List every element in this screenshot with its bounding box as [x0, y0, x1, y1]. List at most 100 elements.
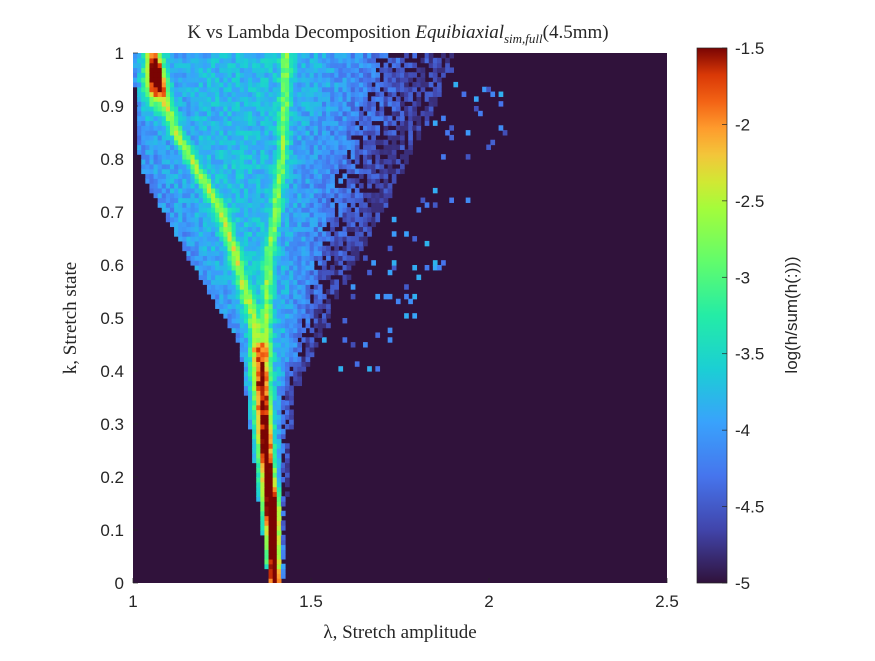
heatmap-cell	[391, 134, 397, 141]
heatmap-cell	[391, 139, 397, 146]
heatmap-cell	[227, 260, 233, 266]
heatmap-cell	[260, 187, 266, 194]
heatmap-cell	[145, 134, 151, 141]
heatmap-cell	[309, 110, 315, 117]
heatmap-cell	[174, 207, 179, 213]
heatmap-cell	[350, 144, 356, 150]
heatmap-cell	[260, 409, 266, 415]
heatmap-cell	[215, 91, 220, 97]
heatmap-cell	[297, 163, 303, 170]
heatmap-cell	[231, 226, 237, 232]
heatmap-cell	[268, 154, 274, 160]
heatmap-cell	[284, 491, 290, 497]
heatmap-cell	[202, 91, 208, 97]
heatmap-cell	[137, 106, 142, 112]
heatmap-cell	[252, 313, 257, 319]
heatmap-cell	[198, 269, 204, 276]
heatmap-cell	[305, 168, 311, 175]
heatmap-cell	[486, 86, 491, 93]
heatmap-cell	[379, 67, 385, 73]
heatmap-cell	[239, 168, 245, 175]
heatmap-cell	[346, 260, 352, 266]
heatmap-cell	[326, 298, 331, 305]
heatmap-cell	[219, 293, 224, 300]
heatmap-cell	[400, 144, 405, 150]
heatmap-cell	[206, 245, 212, 252]
heatmap-cell	[141, 120, 146, 126]
heatmap-cell	[227, 77, 233, 83]
heatmap-cell	[436, 67, 442, 73]
heatmap-cell	[363, 101, 368, 107]
heatmap-cell	[256, 226, 261, 232]
colorbar-tick-label: -4	[735, 421, 750, 440]
heatmap-cell	[276, 250, 282, 256]
heatmap-cell	[137, 134, 142, 141]
heatmap-cell	[272, 293, 278, 300]
heatmap-cell	[239, 289, 245, 295]
heatmap-cell	[379, 163, 385, 170]
heatmap-cell	[264, 139, 270, 146]
heatmap-cell	[321, 57, 327, 64]
heatmap-cell	[342, 279, 348, 285]
heatmap-cell	[342, 67, 348, 73]
heatmap-cell	[280, 351, 286, 358]
heatmap-cell	[334, 236, 339, 242]
heatmap-cell	[280, 149, 286, 155]
heatmap-cell	[301, 274, 307, 281]
heatmap-cell	[301, 110, 307, 117]
heatmap-cell	[256, 202, 261, 208]
heatmap-cell	[379, 202, 385, 208]
heatmap-cell	[309, 120, 315, 126]
heatmap-cell	[260, 496, 266, 502]
heatmap-cell	[215, 115, 220, 122]
heatmap-cell	[309, 106, 315, 112]
heatmap-cell	[190, 192, 196, 199]
heatmap-cell	[400, 120, 405, 126]
heatmap-cell	[400, 168, 405, 175]
heatmap-cell	[260, 298, 266, 305]
heatmap-cell	[178, 216, 183, 223]
heatmap-cell	[260, 120, 266, 126]
heatmap-cell	[334, 57, 339, 64]
heatmap-cell	[178, 96, 183, 102]
heatmap-cell	[256, 366, 261, 372]
heatmap-cell	[211, 183, 216, 189]
heatmap-cell	[346, 125, 352, 131]
heatmap-cell	[161, 207, 167, 213]
heatmap-cell	[227, 115, 233, 122]
heatmap-cell	[206, 202, 212, 208]
heatmap-cell	[309, 159, 315, 165]
heatmap-cell	[383, 197, 389, 203]
heatmap-cell	[313, 197, 319, 203]
title-tail: (4.5mm)	[543, 22, 609, 43]
heatmap-cell	[243, 154, 249, 160]
heatmap-cell	[276, 236, 282, 242]
heatmap-cell	[309, 231, 315, 237]
heatmap-cell	[272, 477, 278, 483]
heatmap-cell	[416, 101, 422, 107]
heatmap-cell	[252, 303, 257, 309]
heatmap-cell	[272, 332, 278, 338]
heatmap-cell	[211, 197, 216, 203]
heatmap-cell	[198, 159, 204, 165]
heatmap-cell	[272, 231, 278, 237]
heatmap-cell	[161, 173, 167, 179]
heatmap-cell	[174, 101, 179, 107]
heatmap-cell	[153, 130, 159, 136]
heatmap-cell	[198, 106, 204, 112]
heatmap-cell	[358, 226, 364, 232]
heatmap-cell	[297, 72, 303, 78]
heatmap-cell	[239, 183, 245, 189]
heatmap-cell	[161, 202, 167, 208]
heatmap-cell	[256, 67, 261, 73]
heatmap-cell	[219, 274, 224, 281]
heatmap-cell	[289, 274, 294, 281]
heatmap-cell	[186, 96, 192, 102]
heatmap-cell	[284, 183, 290, 189]
heatmap-cell	[268, 67, 274, 73]
heatmap-cell	[186, 231, 192, 237]
heatmap-cell	[428, 110, 434, 117]
heatmap-cell	[202, 163, 208, 170]
heatmap-cell	[182, 115, 187, 122]
heatmap-cell	[264, 245, 270, 252]
